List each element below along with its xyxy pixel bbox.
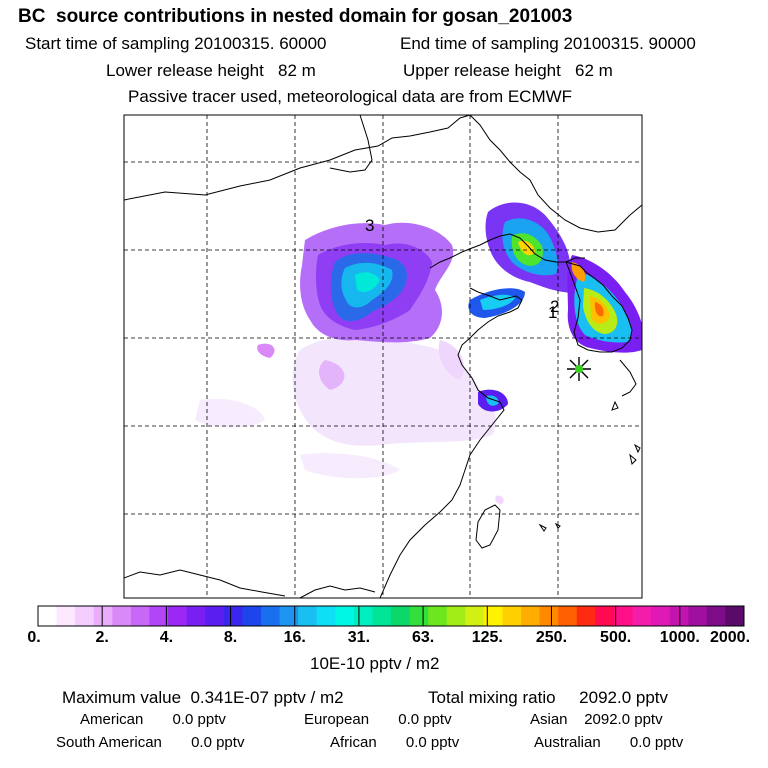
colorbar-swatch <box>688 606 708 626</box>
colorbar-frame <box>37 605 745 627</box>
colorbar-swatch <box>130 606 150 626</box>
map-frame <box>123 114 643 599</box>
colorbar-swatch <box>483 606 503 626</box>
colorbar-tick-label: 63. <box>411 629 435 646</box>
colorbar-swatch <box>595 606 615 626</box>
lower-release-height-label: Lower release height 82 m <box>106 61 316 80</box>
colorbar-swatch <box>725 606 745 626</box>
colorbar-swatch <box>539 606 559 626</box>
colorbar-tick-label: 4. <box>159 629 174 646</box>
american-contribution: American 0.0 pptv <box>80 711 226 728</box>
european-contribution: European 0.0 pptv <box>304 711 452 728</box>
receptor-star-icon <box>567 357 591 381</box>
colorbar-swatch <box>242 606 262 626</box>
colorbar-tick-label: 2. <box>95 629 109 646</box>
asian-contribution: Asian 2092.0 pptv <box>530 711 663 728</box>
colorbar-swatch <box>706 606 726 626</box>
colorbar-swatch <box>186 606 206 626</box>
colorbar-unit-label: 10E-10 pptv / m2 <box>310 654 440 673</box>
start-time-label: Start time of sampling 20100315. 60000 <box>25 34 327 53</box>
colorbar-swatch <box>521 606 541 626</box>
colorbar-swatch <box>260 606 281 626</box>
colorbar-swatch <box>669 606 689 626</box>
colorbar-tick-label: 8. <box>223 629 238 646</box>
marker-2: 2 <box>550 297 559 316</box>
colorbar-swatch <box>38 606 58 626</box>
colorbar-tick-label: 16. <box>283 629 306 646</box>
colorbar-swatch <box>298 606 318 626</box>
colorbar-swatch <box>56 606 76 626</box>
colorbar-swatch <box>316 606 336 626</box>
colorbar-swatch <box>632 606 652 626</box>
graticule <box>124 115 642 598</box>
colorbar-swatch <box>112 606 132 626</box>
colorbar-swatch <box>223 606 243 626</box>
colorbar-swatch <box>372 606 392 626</box>
marker-3: 3 <box>365 216 374 235</box>
marker-1: 1 <box>548 303 557 322</box>
plot-title: BC source contributions in nested domain… <box>18 6 573 27</box>
colorbar-swatch <box>353 606 373 626</box>
colorbar-tick-label: 125. <box>471 629 503 646</box>
colorbar-swatch <box>502 606 522 626</box>
total-mixing-ratio-label: Total mixing ratio 2092.0 pptv <box>428 688 669 707</box>
colorbar-swatch <box>465 606 485 626</box>
colorbar-swatch <box>613 606 634 626</box>
tracer-description: Passive tracer used, meteorological data… <box>128 87 573 106</box>
colorbar-swatch <box>149 606 169 626</box>
colorbar-tick-label: 31. <box>347 629 371 646</box>
max-value-label: Maximum value 0.341E-07 pptv / m2 <box>62 688 344 707</box>
colorbar-tick-label: 0. <box>27 629 41 646</box>
australian-contribution: Australian 0.0 pptv <box>534 734 684 751</box>
colorbar-swatch <box>558 606 578 626</box>
colorbar-swatch <box>168 606 188 626</box>
colorbar-swatch <box>279 606 299 626</box>
coastlines <box>124 115 642 598</box>
colorbar-swatch <box>409 606 429 626</box>
colorbar-tick-label: 2000. <box>709 629 751 646</box>
colorbar-swatch <box>651 606 671 626</box>
south-american-contribution: South American 0.0 pptv <box>56 734 245 751</box>
plume-field <box>195 202 642 504</box>
colorbar-swatch <box>391 606 411 626</box>
upper-release-height-label: Upper release height 62 m <box>403 61 613 80</box>
colorbar-swatch <box>428 606 448 626</box>
colorbar-swatch <box>335 606 355 626</box>
colorbar-tick-label: 500. <box>600 629 632 646</box>
colorbar-swatch <box>93 606 113 626</box>
end-time-label: End time of sampling 20100315. 90000 <box>400 34 696 53</box>
colorbar-swatch <box>75 606 95 626</box>
colorbar-swatch <box>576 606 596 626</box>
colorbar-swatch <box>446 606 466 626</box>
colorbar-tick-label: 1000. <box>659 629 700 646</box>
colorbar-swatch <box>205 606 225 626</box>
african-contribution: African 0.0 pptv <box>330 734 460 751</box>
colorbar-tick-label: 250. <box>535 629 568 646</box>
colorbar <box>37 605 745 627</box>
